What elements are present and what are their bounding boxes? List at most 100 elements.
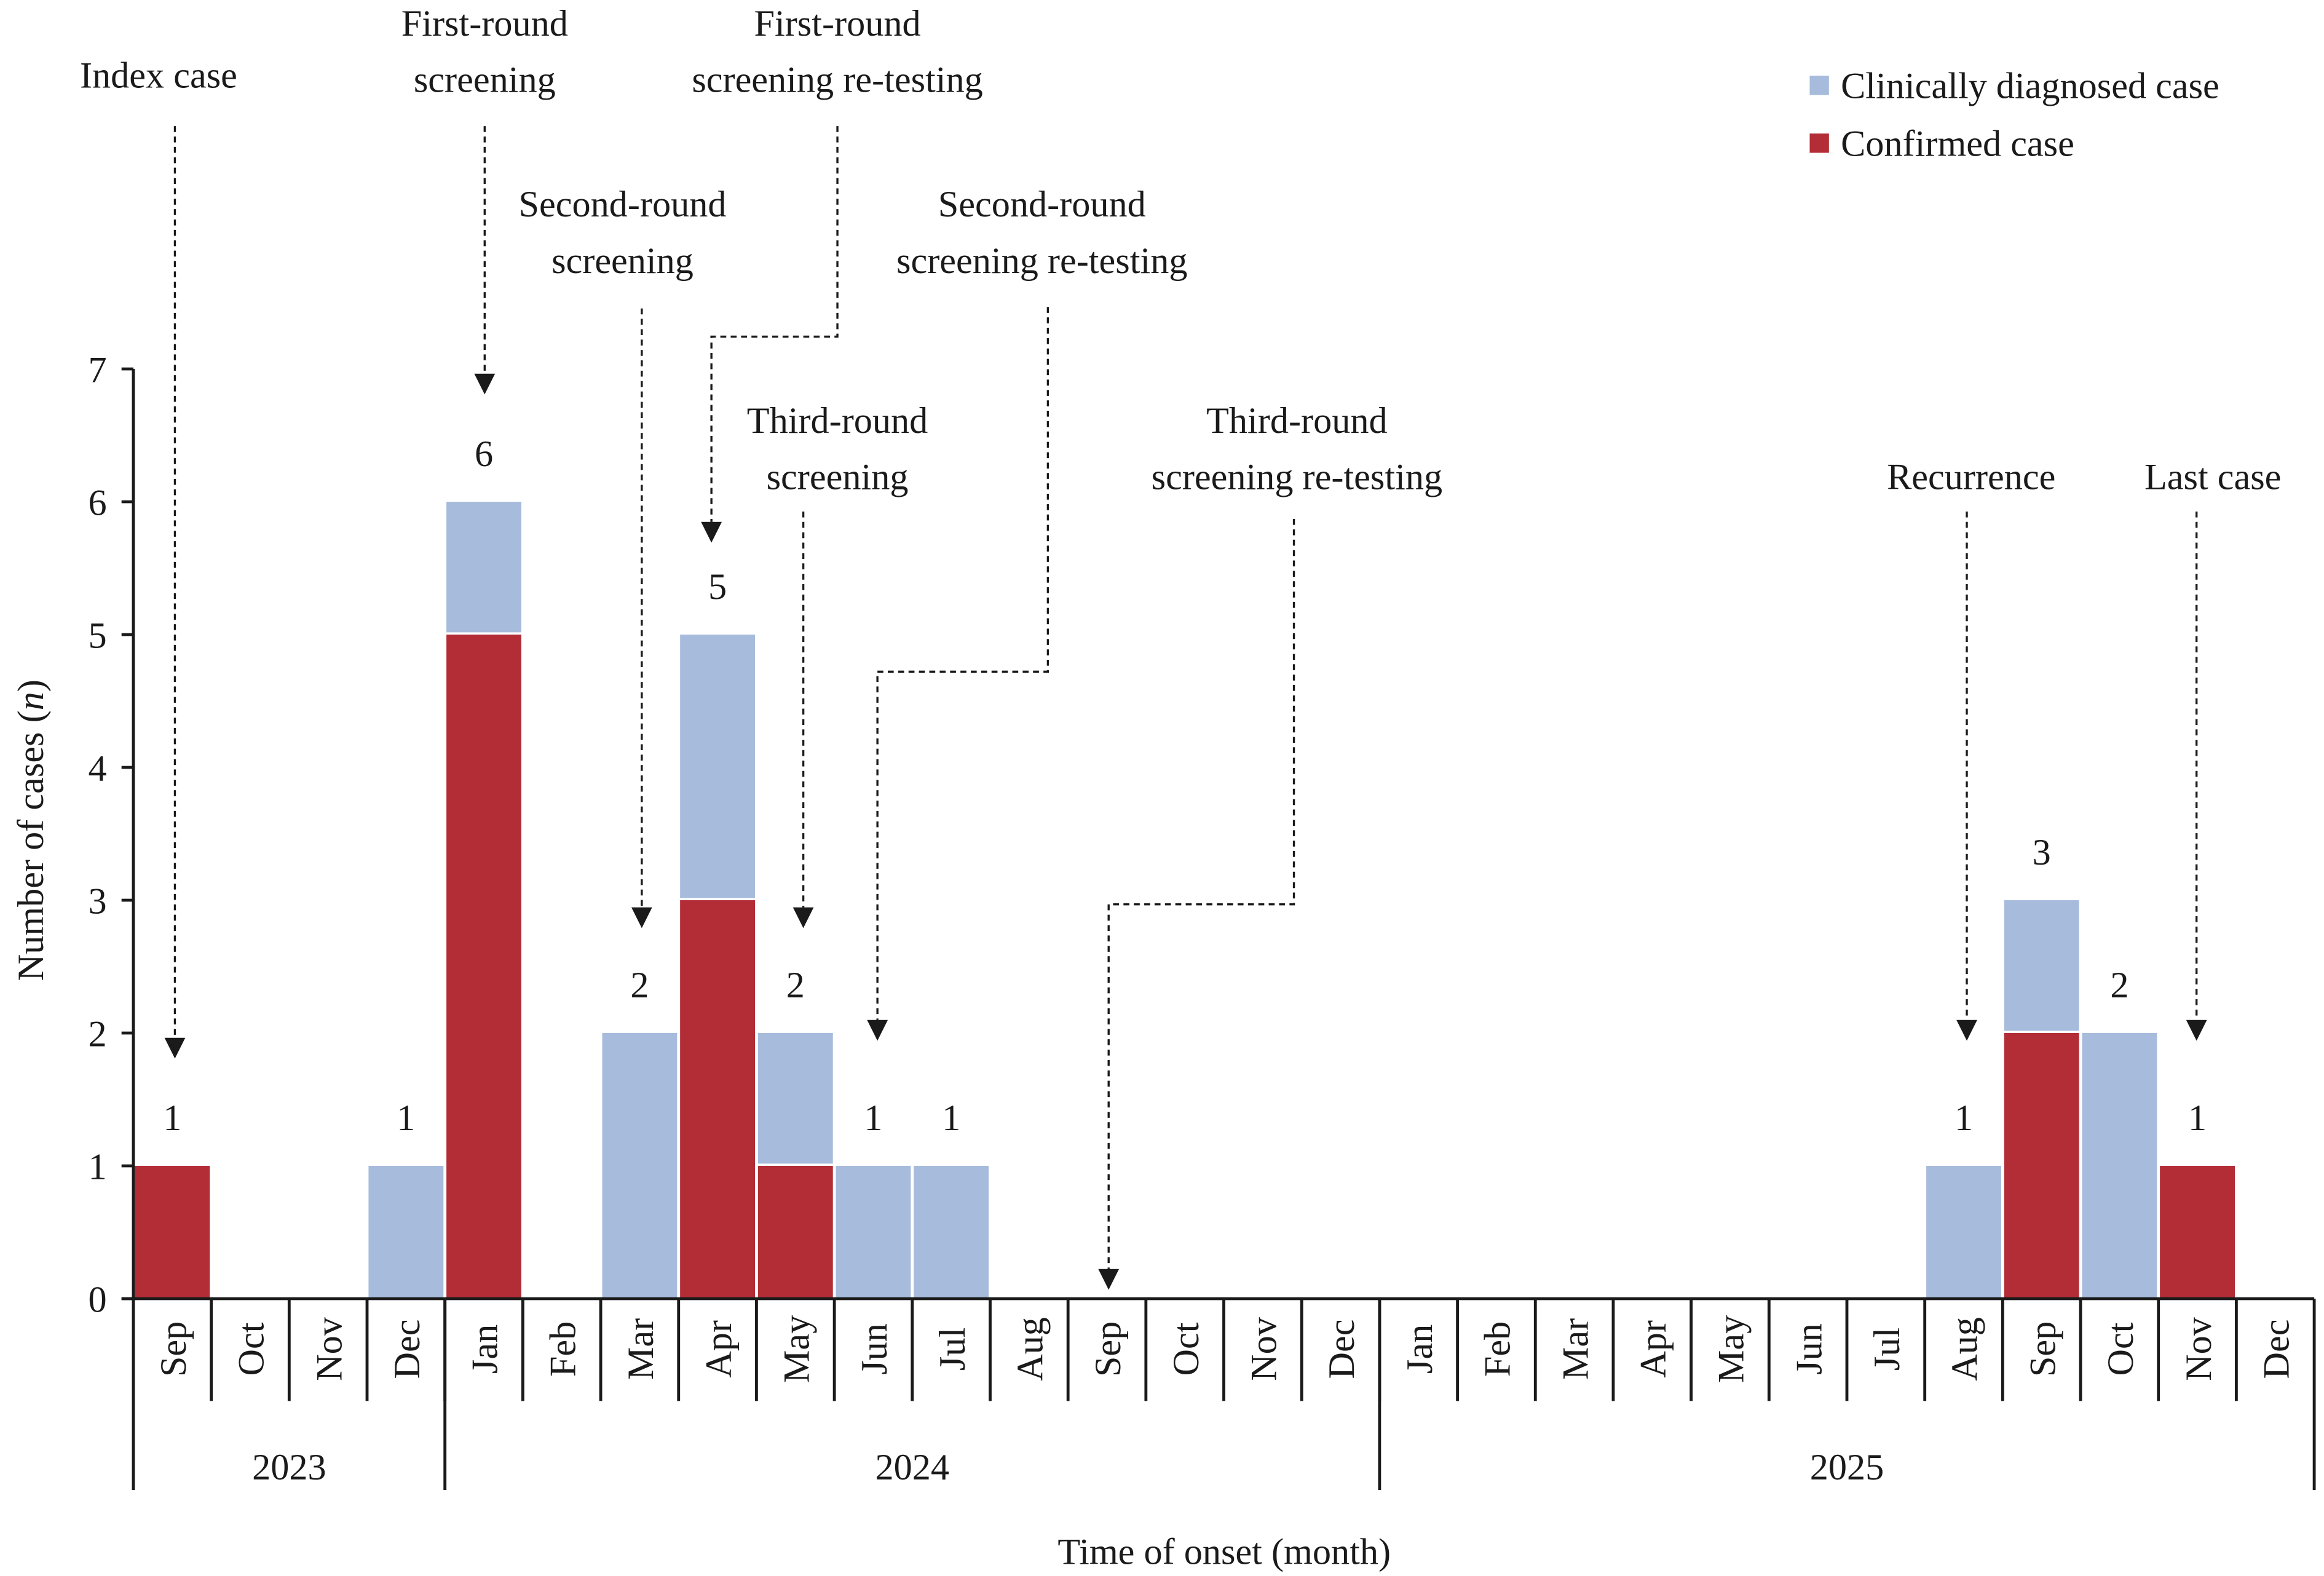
bar-total-label: 1 xyxy=(942,1098,960,1139)
annotation: Third-round screening xyxy=(747,400,928,929)
y-tick-label: 1 xyxy=(88,1147,106,1188)
month-label: Dec xyxy=(2256,1319,2297,1379)
annotation-label: screening xyxy=(414,60,556,101)
month-label: Dec xyxy=(387,1319,428,1379)
month-label: Nov xyxy=(1244,1317,1285,1381)
year-label: 2025 xyxy=(1810,1447,1884,1488)
month-label: Oct xyxy=(1166,1322,1207,1376)
month-label: Jul xyxy=(932,1328,973,1371)
x-axis-title: Time of onset (month) xyxy=(1057,1532,1391,1573)
bar-total-label: 1 xyxy=(2188,1098,2207,1139)
month-label: Nov xyxy=(309,1317,350,1381)
annotation-label: Index case xyxy=(80,55,237,96)
annotation-label: Recurrence xyxy=(1887,457,2055,498)
annotation-dashed-line xyxy=(876,307,1049,1020)
bar-confirmed xyxy=(680,900,756,1299)
bar-total-label: 1 xyxy=(864,1098,882,1139)
bar-clinical xyxy=(2082,1032,2157,1299)
annotation-label: screening xyxy=(551,240,694,282)
bar-clinical xyxy=(602,1032,678,1299)
y-tick-label: 5 xyxy=(88,616,106,657)
annotation: Second-round screening re-testing xyxy=(867,184,1187,1041)
legend-label-confirmed: Confirmed case xyxy=(1841,123,2074,164)
arrowhead-icon xyxy=(1956,1020,1977,1041)
annotation-label: Third-round xyxy=(1206,400,1387,442)
bar-clinical xyxy=(1926,1165,2001,1299)
arrowhead-icon xyxy=(2186,1020,2207,1041)
year-label: 2023 xyxy=(252,1447,326,1488)
month-label: Sep xyxy=(1088,1321,1129,1377)
month-label: Sep xyxy=(153,1321,194,1377)
month-label: Sep xyxy=(2022,1321,2063,1377)
annotation-label: screening re-testing xyxy=(1152,457,1442,498)
arrowhead-icon xyxy=(792,907,814,929)
annotation: First-round screening re-testing xyxy=(692,3,983,543)
arrowhead-icon xyxy=(867,1020,888,1041)
annotation: Last case xyxy=(2144,457,2281,1041)
bars: 1 1 6 2 5 2 1 1 1 3 2 1 xyxy=(135,434,2235,1299)
legend-swatch-confirmed xyxy=(1809,133,1829,153)
month-label: Aug xyxy=(1010,1317,1051,1381)
bar-confirmed xyxy=(2004,1032,2079,1299)
legend: Clinically diagnosed case Confirmed case xyxy=(1809,65,2219,164)
legend-swatch-clinical xyxy=(1809,76,1829,95)
bar-total-label: 1 xyxy=(163,1098,181,1139)
annotation-label: First-round xyxy=(401,3,568,44)
month-label: Jul xyxy=(1867,1328,1908,1371)
y-tick-label: 4 xyxy=(88,748,106,790)
annotation-label: Last case xyxy=(2144,457,2281,498)
y-tick-label: 0 xyxy=(88,1280,106,1321)
annotation: Recurrence xyxy=(1887,457,2055,1041)
arrowhead-icon xyxy=(164,1037,186,1059)
bar-clinical xyxy=(2004,900,2079,1031)
month-label: Feb xyxy=(542,1321,583,1377)
y-tick-label: 3 xyxy=(88,881,106,922)
y-tick-label: 2 xyxy=(88,1014,106,1055)
month-label: Apr xyxy=(698,1320,740,1378)
month-label: Oct xyxy=(231,1322,272,1376)
bar-confirmed xyxy=(446,634,521,1299)
month-label: Dec xyxy=(1321,1319,1362,1379)
month-label: May xyxy=(776,1315,817,1383)
month-label: Aug xyxy=(1945,1317,1986,1381)
month-label: Feb xyxy=(1477,1321,1519,1377)
bar-clinical xyxy=(836,1165,911,1299)
bar-confirmed xyxy=(757,1165,833,1299)
legend-label-clinical: Clinically diagnosed case xyxy=(1841,65,2219,106)
bar-confirmed xyxy=(2160,1165,2235,1299)
bar-total-label: 1 xyxy=(1954,1098,1973,1139)
y-tick-label: 7 xyxy=(88,350,106,391)
bar-clinical xyxy=(446,501,521,633)
bar-total-label: 5 xyxy=(708,566,727,608)
month-label: Jun xyxy=(854,1323,895,1375)
arrowhead-icon xyxy=(631,907,652,929)
annotation-label: Second-round xyxy=(519,184,727,225)
annotation: Second-round screening xyxy=(519,184,727,929)
annotation-label: First-round xyxy=(754,3,920,44)
month-label: May xyxy=(1711,1315,1752,1383)
month-label: Oct xyxy=(2100,1322,2141,1376)
arrowhead-icon xyxy=(1098,1269,1120,1290)
bar-clinical xyxy=(680,634,756,898)
annotation-label: screening re-testing xyxy=(896,240,1187,282)
arrowhead-icon xyxy=(474,373,496,395)
annotation-dashed-line xyxy=(1107,518,1295,1269)
month-label: Jan xyxy=(465,1325,506,1374)
y-tick-label: 6 xyxy=(88,483,106,524)
bar-total-label: 2 xyxy=(2110,965,2128,1006)
month-label: Mar xyxy=(620,1318,662,1380)
month-label: Jun xyxy=(1788,1323,1830,1375)
bar-total-label: 2 xyxy=(786,965,805,1006)
axes: 0 1 2 3 4 5 6 7 Sep Oct Nov Dec Jan Feb Mar Apr May Jun Ju… xyxy=(88,350,2316,1490)
bar-total-label: 6 xyxy=(475,434,493,475)
month-label: Jan xyxy=(1399,1325,1441,1374)
annotations: Index case First-round screening First-roun… xyxy=(80,3,2281,1290)
bar-clinical xyxy=(368,1165,444,1299)
arrowhead-icon xyxy=(701,521,722,543)
annotation-label: screening xyxy=(767,457,909,498)
month-label: Nov xyxy=(2178,1317,2219,1381)
bar-clinical xyxy=(914,1165,989,1299)
annotation-label: Second-round xyxy=(938,184,1146,225)
month-label: Mar xyxy=(1555,1318,1596,1380)
